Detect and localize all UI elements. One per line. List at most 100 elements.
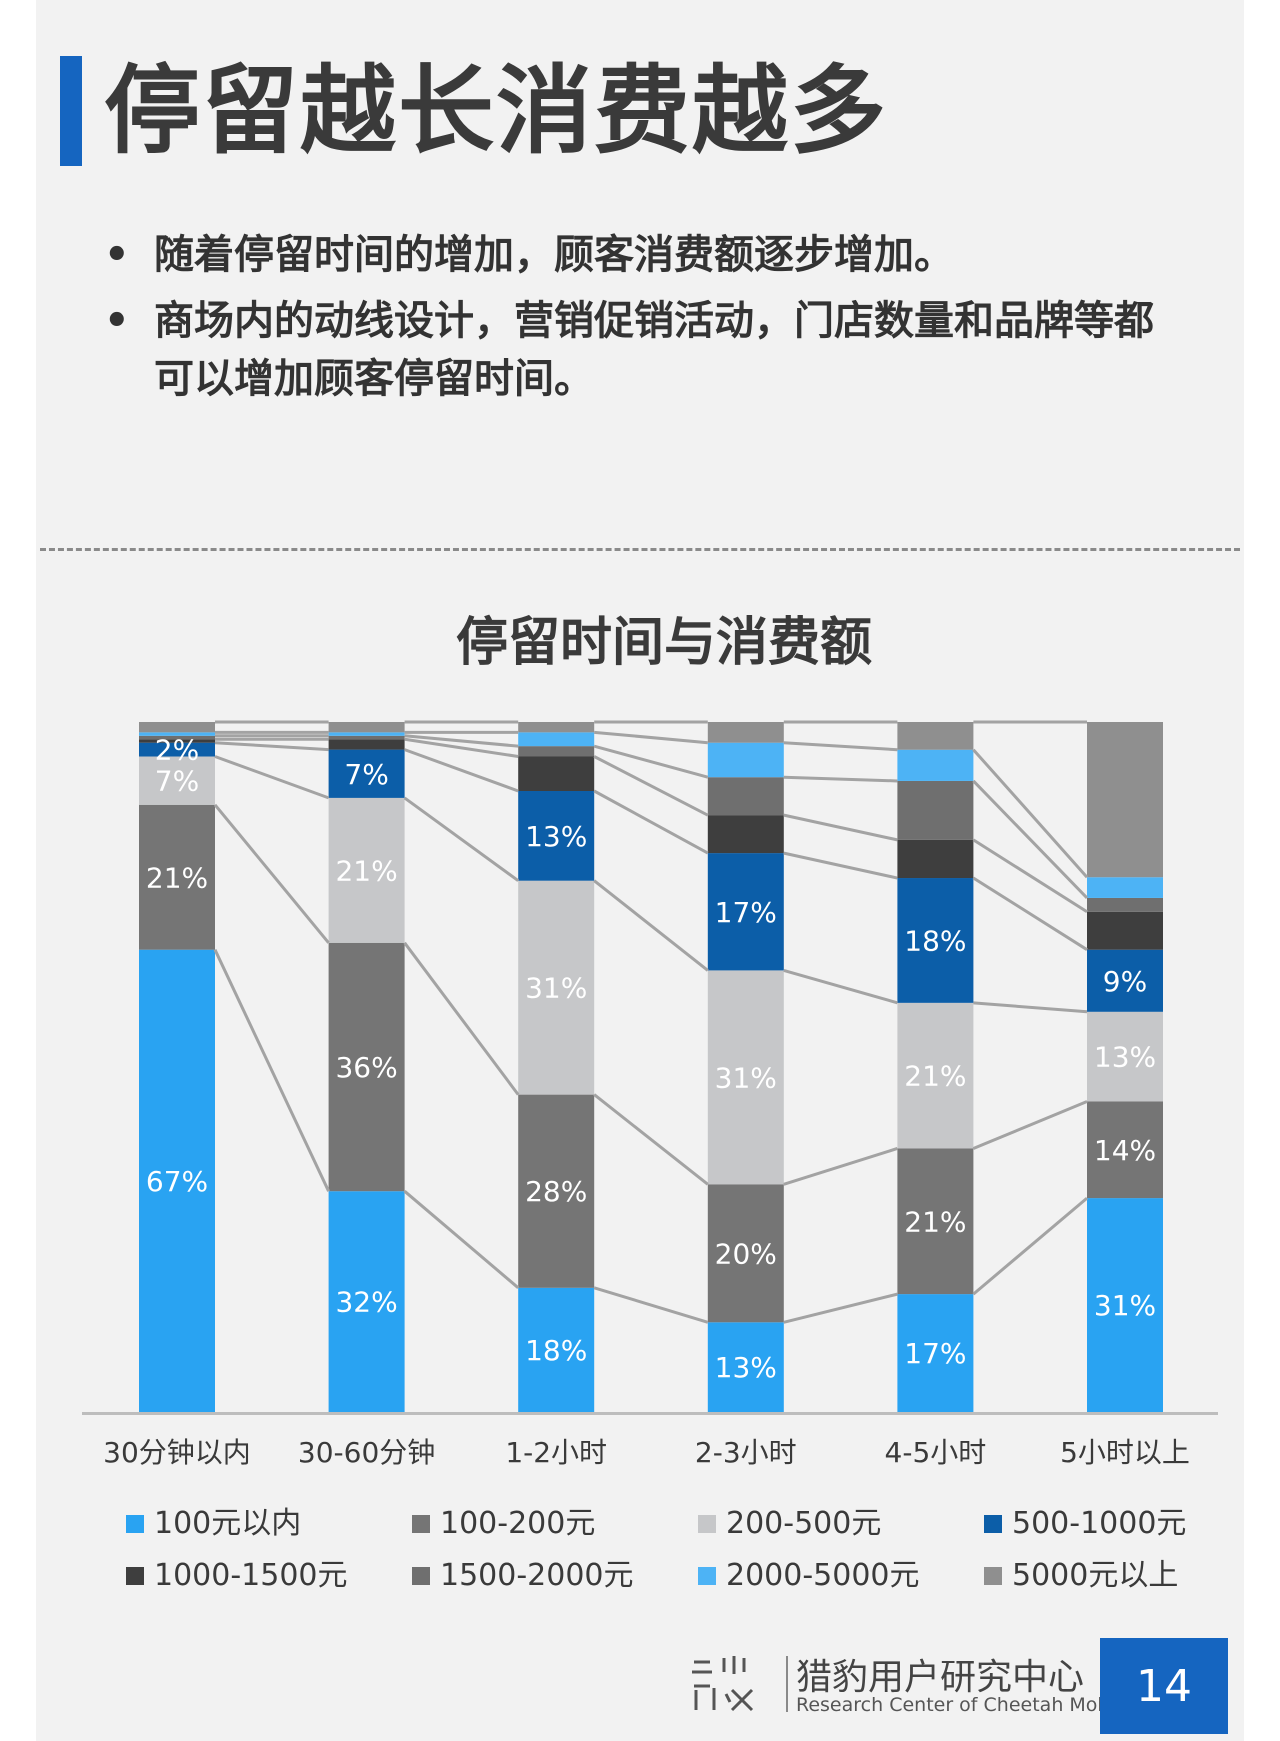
bar-segment (518, 732, 595, 747)
series-connector-line (403, 941, 520, 1096)
bar-segment (897, 839, 974, 879)
legend-swatch-icon (126, 1567, 144, 1585)
series-connector-line (972, 748, 1089, 879)
bar-segment (707, 853, 784, 971)
data-label: 28% (525, 1175, 587, 1208)
bullet-text: 商场内的动线设计，营销促销活动，门店数量和品牌等都可以增加顾客停留时间。 (154, 298, 1154, 402)
legend-label: 1500-2000元 (440, 1558, 634, 1593)
x-tick-label: 1-2小时 (505, 1436, 607, 1469)
legend-swatch-icon (126, 1515, 144, 1533)
data-label: 20% (715, 1237, 777, 1270)
chart-legend: 100元以内 100-200元 200-500元 500-1000元 1000-1500… (126, 1504, 1226, 1596)
bullet-list: • 随着停留时间的增加，顾客消费额逐步增加。 • 商场内的动线设计，营销促销活动… (104, 226, 1164, 408)
data-label: 21% (904, 1205, 966, 1238)
data-label: 31% (525, 972, 587, 1005)
legend-swatch-icon (698, 1515, 716, 1533)
data-label: 9% (1103, 965, 1147, 998)
series-connector-line (404, 737, 519, 758)
bar-segment (1087, 1198, 1163, 1412)
data-label: 17% (904, 1337, 966, 1370)
x-tick-label: 30-60分钟 (298, 1436, 435, 1469)
bar-segment (328, 942, 405, 1192)
cheetah-research-logo-icon (692, 1656, 754, 1712)
bar-segment (707, 1322, 784, 1412)
dashed-divider (40, 548, 1240, 551)
series-connector-line (214, 741, 329, 752)
legend-item: 5000元以上 (984, 1556, 1270, 1596)
bar-segment (518, 791, 595, 881)
bar-segment (897, 749, 974, 781)
series-connector-line (783, 1147, 898, 1186)
chart-title: 停留时间与消费额 (455, 613, 872, 673)
footer-org-name: 猎豹用户研究中心 (796, 1657, 1085, 1698)
legend-item: 500-1000元 (984, 1504, 1270, 1544)
series-connector-line (594, 730, 708, 745)
series-connector-line (593, 755, 709, 817)
bar-segment (518, 746, 595, 757)
series-connector-line (403, 1190, 520, 1289)
bar-segment (518, 722, 595, 733)
data-label: 2% (155, 734, 199, 767)
data-label: 13% (525, 820, 587, 853)
series-connector-line (404, 734, 519, 748)
bar-segment (897, 722, 974, 750)
bar-segment (518, 1094, 595, 1288)
bar-segment (518, 880, 595, 1095)
legend-label: 100-200元 (440, 1506, 596, 1541)
bar-segment (1087, 911, 1163, 950)
bar-segment (139, 739, 215, 743)
bar-segment (518, 756, 595, 791)
bar-segment (139, 722, 215, 733)
series-connector-line (213, 949, 330, 1192)
series-connector-line (972, 1100, 1088, 1150)
bar-segment (897, 780, 974, 840)
bar-segment (1087, 897, 1163, 912)
legend-label: 100元以内 (154, 1506, 302, 1541)
legend-label: 200-500元 (726, 1506, 882, 1541)
series-connector-line (593, 789, 709, 855)
data-label: 21% (335, 854, 397, 887)
bar-segment (328, 797, 405, 943)
bar-segment (139, 756, 215, 805)
page-number: 14 (1100, 1638, 1228, 1734)
bar-segment (1087, 1011, 1163, 1102)
series-connector-line (593, 1286, 709, 1324)
bar-segment (328, 1191, 405, 1412)
x-tick-label: 30分钟以内 (103, 1436, 251, 1469)
x-tick-label: 5小时以上 (1060, 1436, 1190, 1469)
bullet-dot-icon: • (104, 232, 130, 278)
data-label: 31% (1094, 1289, 1156, 1322)
series-connector-line (783, 968, 898, 1005)
bullet-text: 随着停留时间的增加，顾客消费额逐步增加。 (154, 232, 954, 278)
bar-segment (707, 970, 784, 1185)
legend-item: 2000-5000元 (698, 1556, 984, 1596)
bar-segment (1087, 877, 1163, 898)
legend-swatch-icon (412, 1515, 430, 1533)
bar-segment (897, 1148, 974, 1295)
bar-segment (897, 1294, 974, 1412)
title-accent-bar (60, 56, 82, 166)
series-connector-line (783, 1292, 898, 1324)
legend-swatch-icon (698, 1567, 716, 1585)
legend-item: 1500-2000元 (412, 1556, 698, 1596)
series-connector-line (783, 775, 898, 783)
legend-item: 100-200元 (412, 1504, 698, 1544)
legend-label: 5000元以上 (1012, 1558, 1179, 1593)
footer-org-name-en: Research Center of Cheetah Mobile (796, 1694, 1132, 1716)
series-connector-line (972, 838, 1088, 914)
data-label: 13% (1094, 1041, 1156, 1074)
series-connector-line (972, 779, 1089, 899)
bar-segment (1087, 722, 1163, 878)
bar-segment (139, 804, 215, 950)
bullet-dot-icon: • (104, 298, 130, 344)
bar-segment (139, 742, 215, 757)
legend-swatch-icon (984, 1515, 1002, 1533)
bar-segment (707, 742, 784, 778)
legend-swatch-icon (412, 1567, 430, 1585)
data-label: 32% (335, 1286, 397, 1319)
bar-segment (139, 949, 215, 1412)
legend-item: 100元以内 (126, 1504, 412, 1544)
series-connector-line (972, 876, 1088, 951)
legend-item: 1000-1500元 (126, 1556, 412, 1596)
series-connector-line (593, 744, 709, 779)
